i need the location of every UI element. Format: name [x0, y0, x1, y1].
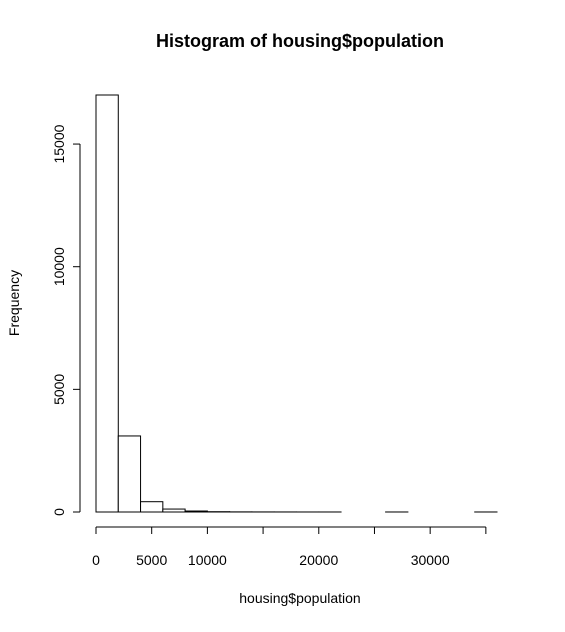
histogram-bar-0: [96, 95, 118, 512]
x-tick-label: 10000: [188, 552, 227, 568]
x-tick-label: 0: [92, 552, 100, 568]
x-tick-label: 20000: [299, 552, 338, 568]
chart-title: Histogram of housing$population: [156, 31, 444, 51]
histogram-bar-3: [163, 509, 185, 512]
y-tick-label: 15000: [51, 124, 67, 163]
bars-group: [96, 95, 497, 512]
y-tick-label: 0: [51, 508, 67, 516]
x-tick-label: 5000: [136, 552, 167, 568]
y-tick-label: 5000: [51, 374, 67, 405]
histogram-bar-2: [141, 502, 163, 512]
x-axis: 0 5000 10000 20000 30000: [92, 527, 486, 568]
y-axis: 0 5000 10000 15000: [51, 124, 80, 516]
x-axis-label: housing$population: [239, 590, 360, 606]
y-tick-label: 10000: [51, 247, 67, 286]
histogram-bar-1: [118, 436, 140, 512]
histogram-bar-4: [185, 511, 207, 512]
y-axis-label: Frequency: [6, 270, 22, 336]
x-tick-label: 30000: [411, 552, 450, 568]
